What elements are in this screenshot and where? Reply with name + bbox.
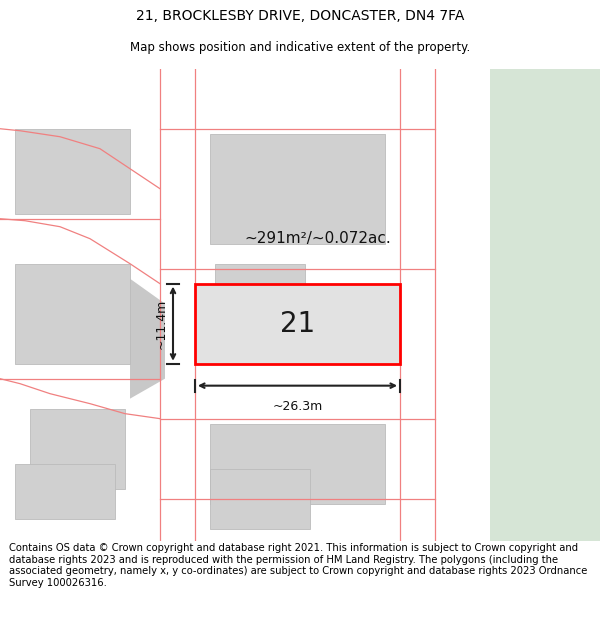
Bar: [210, 134, 385, 244]
Text: ~291m²/~0.072ac.: ~291m²/~0.072ac.: [244, 231, 391, 246]
Polygon shape: [130, 279, 165, 399]
Text: 21, BROCKLESBY DRIVE, DONCASTER, DN4 7FA: 21, BROCKLESBY DRIVE, DONCASTER, DN4 7FA: [136, 9, 464, 23]
Bar: [15, 464, 115, 519]
Text: 21: 21: [280, 309, 315, 338]
Bar: [15, 264, 130, 364]
Bar: [30, 409, 125, 489]
Bar: [210, 469, 310, 529]
Bar: [195, 284, 400, 364]
Text: Contains OS data © Crown copyright and database right 2021. This information is : Contains OS data © Crown copyright and d…: [9, 543, 587, 588]
Bar: [490, 69, 600, 541]
Bar: [210, 424, 385, 504]
Bar: [15, 129, 130, 214]
Text: Map shows position and indicative extent of the property.: Map shows position and indicative extent…: [130, 41, 470, 54]
Text: ~26.3m: ~26.3m: [272, 399, 323, 412]
Text: ~11.4m: ~11.4m: [155, 299, 168, 349]
Bar: [215, 264, 305, 359]
